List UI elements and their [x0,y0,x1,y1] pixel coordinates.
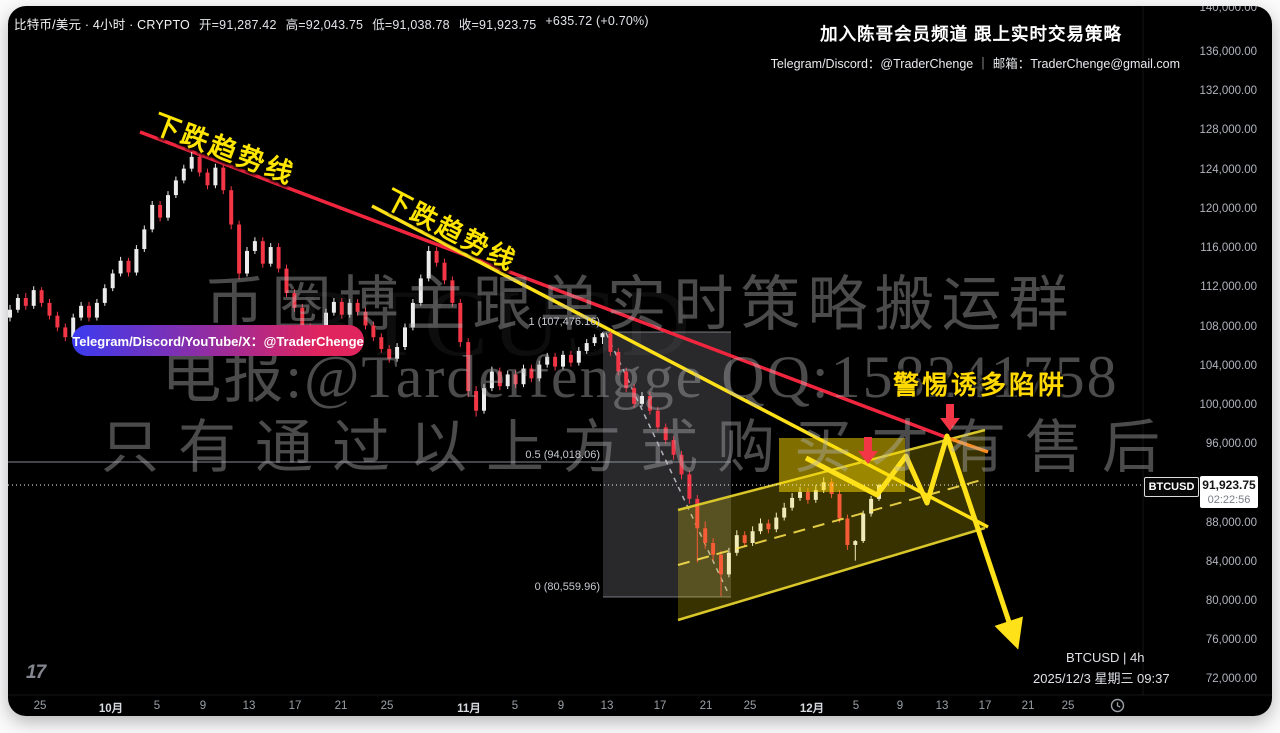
tradingview-logo[interactable]: 17 [26,662,46,683]
ohlc-low: 低=91,038.78 [372,18,450,32]
time-axis-label: 9 [199,700,207,712]
time-axis-label: 17 [653,700,667,712]
price-axis-label: 100,000.00 [1199,399,1257,411]
price-axis-label: 136,000.00 [1199,46,1257,58]
orange-trendline-tip [947,436,989,454]
time-axis-label: 13 [242,700,256,712]
price-axis-label: 80,000.00 [1205,595,1257,607]
price-axis-label: 128,000.00 [1199,124,1257,136]
time-axis-label: 9 [896,700,904,712]
symbol-ghost-watermark: BTCUSD [295,270,694,376]
time-axis-label: 5 [153,700,161,712]
time-axis-label: 25 [1061,700,1075,712]
time-axis-label: 13 [935,700,949,712]
symbol-title[interactable]: 比特币/美元 · 4小时 · CRYPTO [14,18,190,32]
timezone-clock-icon[interactable] [1110,698,1125,716]
time-axis-label: 25 [743,700,757,712]
price-axis-label: 116,000.00 [1200,242,1257,254]
time-axis-label: 9 [557,700,565,712]
price-axis-label: 120,000.00 [1199,203,1257,215]
red-down-arrow-1 [858,437,878,464]
time-axis-label: 17 [978,700,992,712]
ohlc-close: 收=91,923.75 [458,18,537,32]
price-axis-label: 84,000.00 [1205,556,1257,568]
time-axis-label: 5 [511,700,519,712]
candlestick-canvas[interactable] [8,6,1272,716]
overlays-over [8,6,1272,696]
time-axis[interactable]: 25 10月 5 9 13 17 21 25 11月 5 9 13 17 21 25 12月 5 9 13 17 21 2… [8,700,1272,716]
info-symbol-interval: BTCUSD | 4h [1066,650,1145,665]
time-axis-label: 13 [600,700,614,712]
time-axis-label: 25 [33,700,47,712]
trap-warning-label: 警惕诱多陷阱 [893,370,1068,400]
price-axis-label: 132,000.00 [1199,85,1257,97]
candlesticks [8,151,881,597]
time-axis-label: 25 [380,700,394,712]
contact-badge: Telegram/Discord/YouTube/X：@TraderChenge [72,325,364,356]
time-axis-label: 21 [699,700,713,712]
fib-label-0: 0 (80,559.96) [534,581,600,593]
time-axis-label: 21 [1021,700,1035,712]
time-axis-label: 10月 [98,703,124,715]
ascending-channel-midline [677,478,986,566]
price-axis-label: 104,000.00 [1199,360,1257,372]
ohlc-high: 高=92,043.75 [285,18,364,32]
price-axis-label: 112,000.00 [1200,281,1257,293]
fib-trend-dashed-line [605,332,730,596]
red-down-arrow-2 [940,404,960,431]
fib-label-1: 1 (107,476.16) [528,316,600,328]
price-axis-label: 72,000.00 [1205,673,1257,685]
chart-window: BTCUSD 币圈博主跟单实时策略搬运群 电报:@Tarderfengge QQ… [8,6,1272,716]
time-axis-label: 5 [852,700,860,712]
ohlc-change: +635.72 (+0.70%) [545,14,649,28]
time-axis-label: 11月 [457,703,481,715]
price-tag-symbol: BTCUSD [1144,477,1199,497]
watermark-line-3: 只有通过以上方式购买才有售后 [100,415,1180,480]
chart-pane[interactable]: BTCUSD 币圈博主跟单实时策略搬运群 电报:@Tarderfengge QQ… [8,6,1272,716]
promo-headline: 加入陈哥会员频道 跟上实时交易策略 [820,24,1122,44]
price-axis-label: 140,000.00 [1199,6,1257,14]
promo-contact: Telegram/Discord：@TraderChenge ｜ 邮箱：Trad… [770,57,1180,71]
price-axis-label: 108,000.00 [1199,321,1257,333]
ascending-channel-fill [678,430,985,620]
time-axis-label: 21 [334,700,348,712]
price-axis-label: 76,000.00 [1205,634,1257,646]
price-tag-countdown: 02:22:56 [1207,494,1251,506]
price-tag-value: 91,923.75 [1202,478,1256,492]
time-axis-label: 12月 [799,703,825,715]
info-datetime: 2025/12/3 星期三 09:37 [1033,671,1170,686]
trap-zigzag-arrow [804,433,1023,650]
price-axis-label: 96,000.00 [1205,438,1257,450]
ascending-channel-bottom [677,526,986,622]
price-axis-label: 88,000.00 [1205,517,1257,529]
symbol-ohlc-bar[interactable]: 比特币/美元 · 4小时 · CRYPTO 开=91,287.42 高=92,0… [14,14,649,33]
price-tag: 91,923.75 02:22:56 [1200,476,1258,508]
price-axis-label: 124,000.00 [1199,164,1257,176]
contact-badge-label: Telegram/Discord/YouTube/X：@TraderChenge [72,334,364,349]
fib-label-05: 0.5 (94,018.06) [525,449,600,461]
time-axis-label: 17 [288,700,302,712]
red-trendline [139,130,949,440]
price-axis[interactable]: 140,000.00 136,000.00 132,000.00 128,000.00… [1143,6,1272,695]
ohlc-open: 开=91,287.42 [198,18,277,32]
